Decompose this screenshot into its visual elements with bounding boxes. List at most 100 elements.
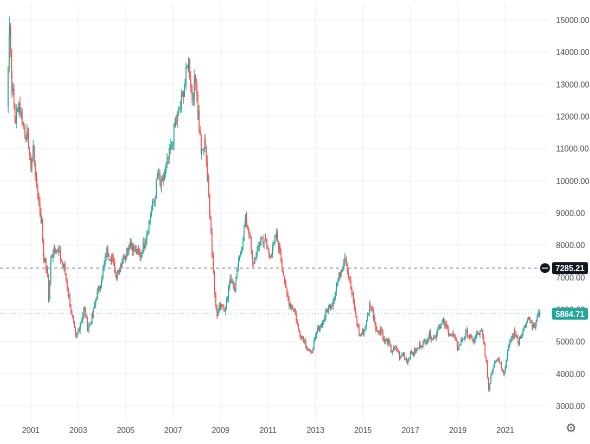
candle-up bbox=[536, 315, 538, 322]
candle-down bbox=[209, 194, 211, 215]
candle-up bbox=[481, 329, 483, 331]
candle-up bbox=[402, 353, 404, 356]
candle-up bbox=[134, 249, 136, 252]
candle-down bbox=[268, 249, 270, 253]
candle-down bbox=[29, 147, 31, 154]
candle-down bbox=[302, 336, 304, 339]
candle-up bbox=[147, 231, 149, 234]
candle-down bbox=[344, 257, 346, 259]
candle-up bbox=[32, 149, 34, 159]
candle-up bbox=[197, 110, 199, 115]
candle-up bbox=[319, 327, 321, 331]
candle-down bbox=[457, 348, 459, 351]
candle-up bbox=[63, 264, 65, 267]
candle-down bbox=[362, 329, 364, 335]
candle-up bbox=[391, 351, 393, 353]
candle-down bbox=[215, 294, 217, 306]
candle-up bbox=[158, 173, 160, 175]
candle-up bbox=[462, 339, 464, 341]
candle-down bbox=[135, 249, 137, 254]
candle-up bbox=[164, 174, 166, 180]
candle-up bbox=[293, 309, 295, 311]
candle-up bbox=[50, 259, 52, 282]
candle-up bbox=[148, 220, 150, 221]
candle-down bbox=[280, 253, 282, 262]
candle-down bbox=[339, 272, 341, 277]
candle-down bbox=[429, 331, 431, 340]
candle-down bbox=[131, 242, 133, 245]
candle-up bbox=[185, 67, 187, 82]
candle-up bbox=[365, 325, 367, 327]
candle-up bbox=[474, 335, 476, 340]
candle-up bbox=[192, 98, 194, 101]
candle-up bbox=[95, 300, 97, 306]
candle-down bbox=[276, 231, 278, 241]
y-tick-label: 12000.00 bbox=[556, 113, 590, 122]
candle-down bbox=[348, 275, 350, 279]
candle-up bbox=[242, 241, 244, 249]
candle-down bbox=[300, 336, 302, 339]
candle-down bbox=[107, 248, 109, 257]
candle-down bbox=[318, 325, 320, 331]
candle-down bbox=[374, 316, 376, 323]
candle-up bbox=[480, 330, 482, 332]
candle-down bbox=[529, 317, 531, 323]
candle-up bbox=[351, 293, 353, 295]
candle-down bbox=[23, 123, 25, 127]
candle-down bbox=[502, 369, 504, 373]
candle-up bbox=[144, 246, 146, 248]
candle-up bbox=[436, 329, 438, 335]
candle-up bbox=[145, 240, 147, 247]
crosshair-icon[interactable] bbox=[540, 263, 550, 274]
candle-up bbox=[170, 144, 172, 149]
candle-down bbox=[252, 258, 254, 263]
candle-up bbox=[340, 270, 342, 277]
candle-down bbox=[294, 309, 296, 315]
candle-down bbox=[55, 249, 57, 252]
candle-up bbox=[97, 286, 99, 291]
candle-up bbox=[317, 325, 319, 330]
candle-up bbox=[288, 303, 290, 306]
candle-up bbox=[68, 294, 70, 296]
candle-down bbox=[120, 266, 122, 268]
candle-up bbox=[324, 318, 326, 321]
candle-down bbox=[62, 261, 64, 264]
candle-down bbox=[115, 272, 117, 279]
candle-down bbox=[394, 347, 396, 349]
candle-up bbox=[76, 333, 78, 337]
candle-down bbox=[24, 126, 26, 135]
candle-down bbox=[138, 251, 140, 254]
candle-down bbox=[202, 149, 204, 151]
candle-up bbox=[413, 353, 415, 355]
candle-up bbox=[435, 334, 437, 339]
candle-up bbox=[96, 290, 98, 299]
candle-up bbox=[49, 281, 51, 299]
candle-up bbox=[449, 334, 451, 336]
candle-up bbox=[530, 322, 532, 324]
candle-down bbox=[27, 130, 29, 134]
candle-up bbox=[523, 326, 525, 331]
candle-down bbox=[467, 335, 469, 337]
candle-down bbox=[11, 50, 13, 78]
candle-up bbox=[154, 197, 156, 202]
price-tag bbox=[552, 262, 588, 275]
candle-up bbox=[473, 339, 475, 343]
candle-up bbox=[18, 103, 20, 113]
candle-down bbox=[326, 310, 328, 313]
candle-down bbox=[19, 103, 21, 113]
candle-up bbox=[157, 174, 159, 176]
candle-up bbox=[110, 257, 112, 263]
candle-down bbox=[389, 342, 391, 345]
candle-up bbox=[304, 340, 306, 342]
candle-down bbox=[92, 313, 94, 317]
gear-icon[interactable]: ⚙ bbox=[565, 421, 577, 435]
candle-up bbox=[432, 339, 434, 340]
candle-down bbox=[359, 334, 361, 336]
candle-up bbox=[81, 320, 83, 324]
candle-up bbox=[508, 345, 510, 351]
candle-down bbox=[288, 297, 290, 306]
candle-up bbox=[519, 336, 521, 339]
candle-up bbox=[463, 338, 465, 340]
